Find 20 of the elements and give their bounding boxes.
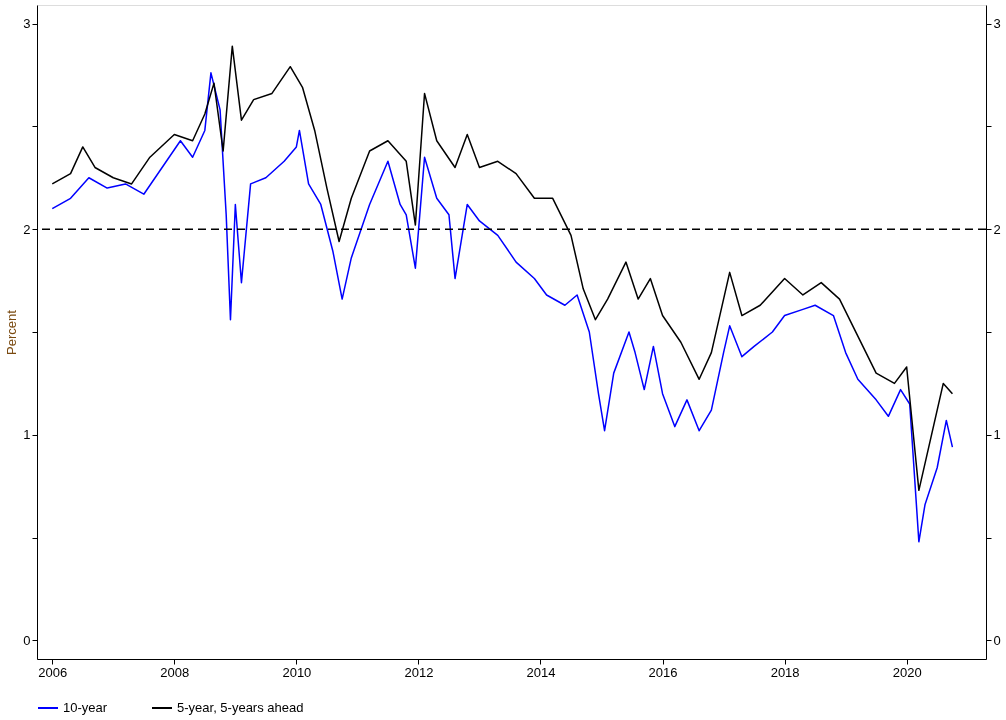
y-tick-label: 1: [23, 427, 31, 443]
y2-tick-label: 2: [993, 221, 1001, 237]
x-tick-label: 2012: [404, 664, 434, 680]
x-tick-label: 2006: [38, 664, 68, 680]
x-tick-label: 2018: [770, 664, 800, 680]
y-tick-label: 2: [23, 221, 31, 237]
x-tick-label: 2016: [648, 664, 678, 680]
x-tick-label: 2020: [892, 664, 922, 680]
y-tick-label: 3: [23, 16, 31, 32]
x-tick-label: 2014: [526, 664, 556, 680]
x-tick-label: 2008: [160, 664, 190, 680]
y-axis-title: Percent: [4, 309, 20, 355]
y-tick-label: 0: [23, 632, 31, 648]
y2-tick-label: 1: [993, 427, 1001, 443]
legend-label: 5-year, 5-years ahead: [177, 700, 304, 715]
line-series: [51, 72, 954, 543]
y2-tick-label: 0: [993, 632, 1001, 648]
x-tick-label: 2010: [282, 664, 312, 680]
legend-label: 10-year: [63, 700, 108, 715]
y2-tick-label: 3: [993, 16, 1001, 32]
